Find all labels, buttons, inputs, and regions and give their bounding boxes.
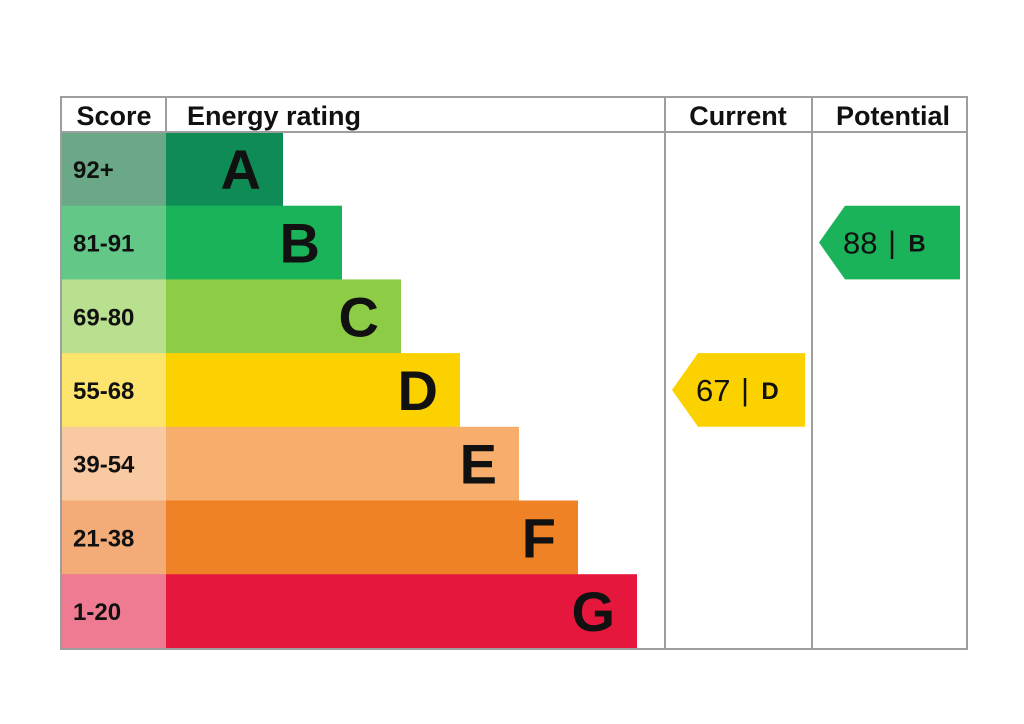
rating-letter-f: F xyxy=(522,506,556,569)
rating-letter-b: B xyxy=(280,212,320,275)
score-range-c: 69-80 xyxy=(73,304,134,331)
energy-rating-header: Energy rating xyxy=(187,101,361,131)
score-cell-a xyxy=(61,132,166,207)
score-range-a: 92+ xyxy=(73,157,114,184)
score-range-b: 81-91 xyxy=(73,231,134,258)
header-row: Score Energy rating Current Potential xyxy=(76,101,950,131)
score-range-d: 55-68 xyxy=(73,378,134,405)
score-cell-e xyxy=(61,426,166,501)
current-separator: | xyxy=(741,372,749,407)
rating-letter-a: A xyxy=(221,138,261,201)
potential-band-letter: B xyxy=(908,231,925,258)
score-cell-b xyxy=(61,205,166,280)
score-cell-d xyxy=(61,353,166,428)
rating-letter-e: E xyxy=(460,433,497,496)
rating-bar-d xyxy=(166,353,460,428)
score-cell-c xyxy=(61,279,166,354)
rating-bar-c xyxy=(166,279,401,354)
potential-badge xyxy=(819,205,960,280)
rating-letter-d: D xyxy=(398,359,438,422)
rating-bar-b xyxy=(166,205,342,280)
score-range-f: 21-38 xyxy=(73,525,134,552)
score-header: Score xyxy=(76,101,151,131)
potential-separator: | xyxy=(888,225,896,260)
score-cell-g xyxy=(61,574,166,649)
rating-bar-a xyxy=(166,132,283,207)
current-score-value: 67 xyxy=(696,373,730,408)
rating-letter-c: C xyxy=(339,285,379,348)
table-border xyxy=(60,96,968,650)
grid-layer xyxy=(60,96,968,650)
rating-bar-e xyxy=(166,426,519,501)
bands-layer: 92+ A 81-91 B 69-80 C 55-68 D 39-54 E 21-38 F 1-20 G xyxy=(61,132,637,649)
current-band-letter: D xyxy=(761,378,778,405)
badges-layer: 67 | D 88 | B xyxy=(672,205,960,427)
rating-bar-g xyxy=(166,574,637,649)
potential-header: Potential xyxy=(836,101,950,131)
current-badge xyxy=(672,353,805,427)
score-cell-f xyxy=(61,500,166,575)
rating-bar-f xyxy=(166,500,578,575)
rating-letter-g: G xyxy=(571,580,615,643)
score-range-e: 39-54 xyxy=(73,452,135,479)
score-range-g: 1-20 xyxy=(73,599,121,626)
current-header: Current xyxy=(689,101,787,131)
potential-score-value: 88 xyxy=(843,226,877,261)
